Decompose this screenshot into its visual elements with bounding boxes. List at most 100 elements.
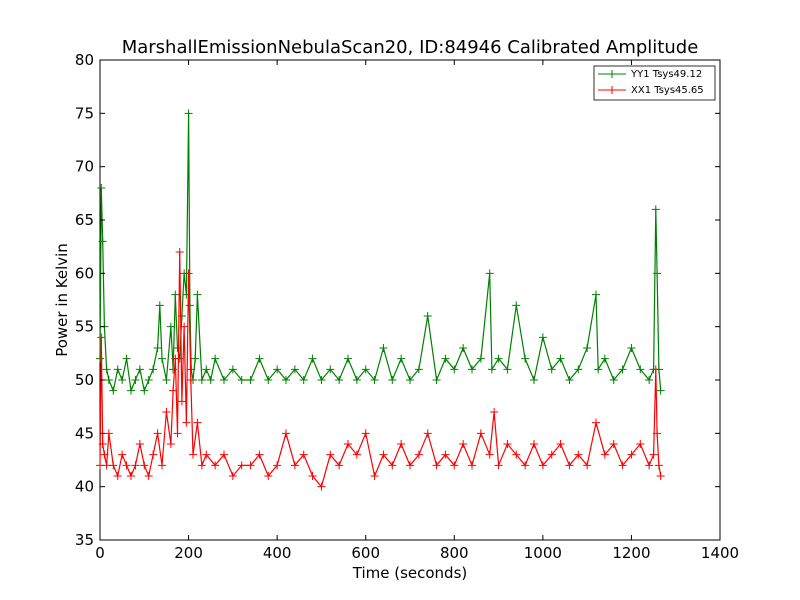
data-point	[109, 386, 118, 395]
data-point	[379, 450, 388, 459]
data-point	[246, 376, 255, 384]
legend-box	[593, 65, 716, 101]
data-point	[361, 429, 370, 438]
data-point	[173, 429, 182, 438]
data-point	[512, 450, 521, 459]
data-point	[388, 376, 397, 384]
data-point	[656, 472, 665, 480]
x-tick-label: 800	[440, 544, 469, 562]
data-point	[98, 440, 107, 448]
data-point	[645, 461, 654, 470]
data-point	[180, 322, 189, 331]
data-point	[127, 472, 135, 480]
data-point	[184, 109, 193, 118]
data-point	[370, 472, 379, 480]
data-point	[636, 365, 645, 374]
data-point	[609, 440, 618, 448]
data-point	[171, 354, 180, 363]
data-point	[237, 376, 246, 384]
data-point	[432, 461, 441, 470]
data-point	[153, 344, 162, 352]
data-point	[193, 290, 202, 299]
data-point	[485, 269, 494, 278]
data-point	[344, 354, 352, 363]
data-point	[521, 354, 530, 363]
data-point	[326, 365, 335, 374]
y-axis-label: Power in Kelvin	[53, 243, 71, 357]
data-point	[476, 354, 485, 363]
data-point	[565, 461, 574, 470]
data-point	[158, 461, 166, 470]
data-point	[153, 429, 162, 438]
data-point	[228, 472, 237, 480]
data-point	[189, 450, 197, 459]
data-point	[237, 461, 246, 470]
x-axis-label: Time (seconds)	[352, 564, 468, 582]
x-tick-label: 1400	[701, 544, 739, 562]
data-point	[627, 450, 636, 459]
data-point	[574, 365, 583, 374]
data-point	[512, 301, 521, 310]
data-point	[290, 365, 299, 374]
data-point	[583, 344, 592, 352]
data-point	[184, 269, 193, 278]
data-point	[592, 290, 600, 299]
data-point	[140, 461, 149, 470]
data-point	[609, 376, 618, 384]
data-point	[503, 440, 512, 448]
data-point	[118, 450, 127, 459]
data-point	[583, 461, 592, 470]
data-point	[202, 450, 211, 459]
data-point	[299, 450, 308, 459]
x-tick-label: 200	[174, 544, 203, 562]
data-point	[220, 376, 228, 384]
data-point	[169, 386, 178, 395]
data-point	[193, 418, 202, 427]
data-point	[414, 450, 423, 459]
data-point	[547, 450, 556, 459]
x-tick-label: 0	[95, 544, 105, 562]
data-point	[175, 248, 184, 256]
x-tick-label: 600	[351, 544, 380, 562]
data-point	[131, 461, 140, 470]
chart-title: MarshallEmissionNebulaScan20, ID:84946 C…	[122, 37, 699, 58]
tick-layer: 0 200 400 600 800 1000 1200 1400 35 40 45 50 55 60 65 7…	[75, 51, 739, 562]
data-point	[397, 440, 406, 448]
data-point	[627, 344, 636, 352]
data-point	[487, 365, 496, 374]
data-point	[131, 376, 140, 384]
data-point	[177, 397, 186, 406]
data-point	[98, 237, 107, 246]
data-point	[530, 376, 538, 384]
data-point	[654, 461, 663, 470]
legend-label-yy1: YY1 Tsys49.12	[630, 69, 702, 80]
data-point	[574, 450, 583, 459]
x-tick-label: 400	[263, 544, 292, 562]
y-tick-label: 40	[75, 478, 94, 496]
data-point	[282, 429, 290, 438]
data-point	[273, 461, 282, 470]
data-point	[653, 429, 662, 438]
data-point	[166, 440, 175, 448]
data-point	[122, 461, 131, 470]
data-point	[636, 440, 645, 448]
data-point	[521, 461, 530, 470]
data-point	[162, 408, 171, 416]
data-point	[109, 461, 118, 470]
data-point	[649, 450, 658, 459]
data-point	[122, 354, 131, 363]
legend-marker	[608, 70, 616, 78]
data-point	[594, 365, 603, 374]
data-point	[468, 461, 476, 470]
y-tick-label: 65	[75, 211, 94, 229]
y-tick-label: 50	[75, 371, 94, 389]
data-point	[450, 365, 459, 374]
data-point	[144, 376, 153, 384]
data-point	[97, 184, 106, 192]
data-point	[414, 365, 423, 374]
data-point	[494, 354, 503, 363]
data-point	[450, 461, 459, 470]
data-point	[490, 408, 499, 416]
data-point	[459, 440, 468, 448]
data-point	[144, 472, 153, 480]
